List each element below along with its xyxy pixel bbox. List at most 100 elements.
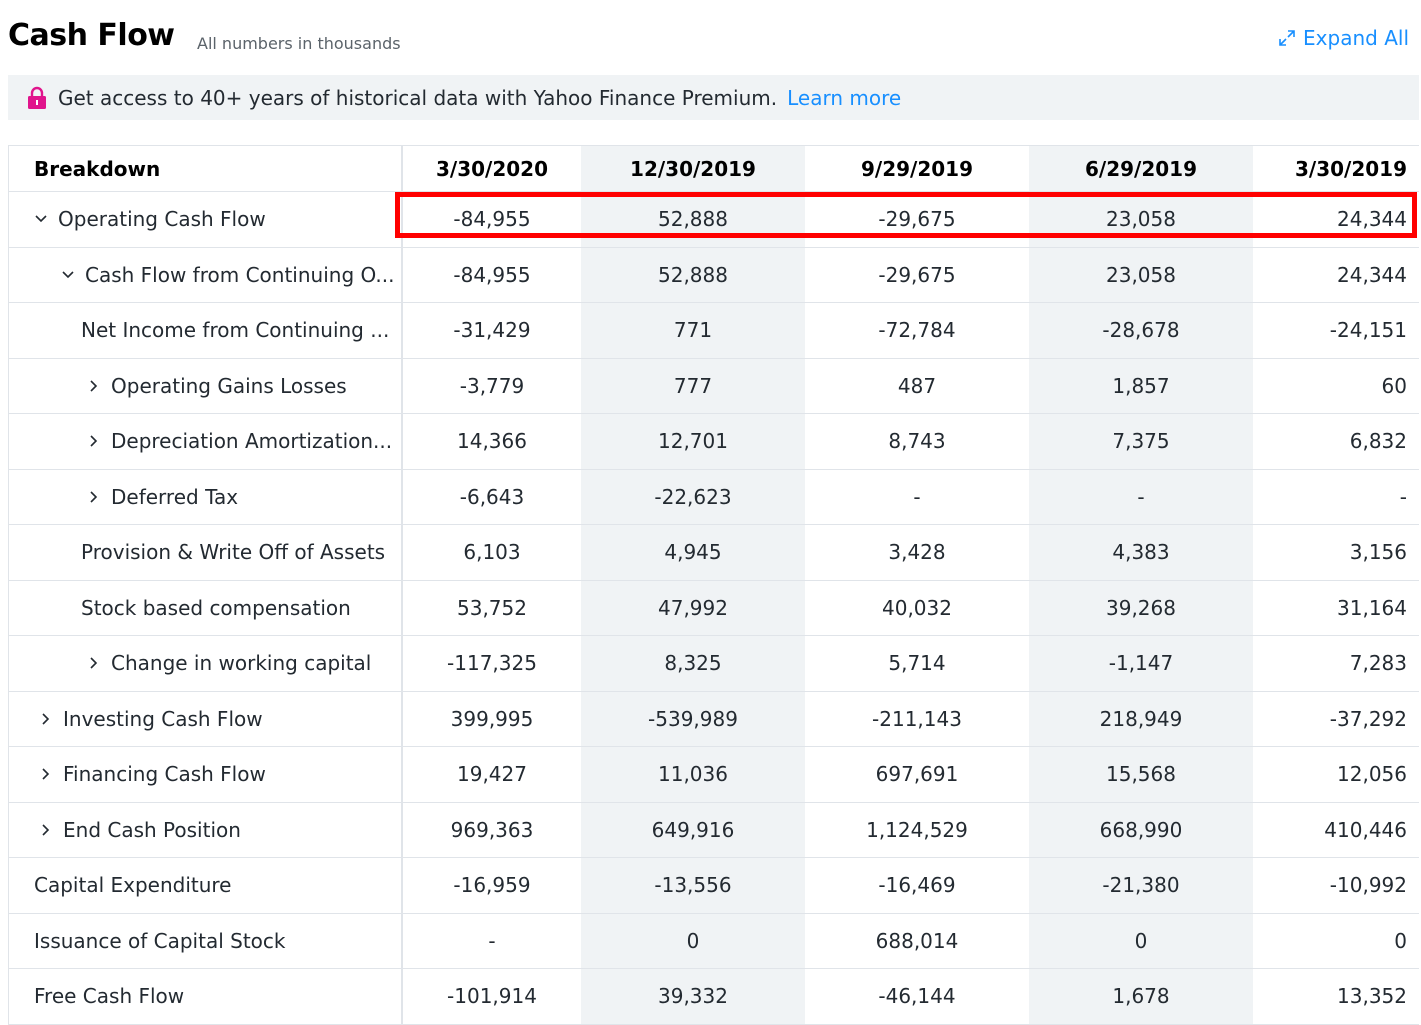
row-label: Financing Cash Flow bbox=[63, 762, 266, 787]
row-label-cell[interactable]: Cash Flow from Continuing O... bbox=[8, 247, 403, 302]
expand-all-button[interactable]: Expand All bbox=[1277, 26, 1409, 50]
chevron-right-icon[interactable] bbox=[87, 434, 101, 448]
row-label-cell[interactable]: Operating Gains Losses bbox=[8, 358, 403, 413]
row-label-cell[interactable]: Investing Cash Flow bbox=[8, 691, 403, 746]
chevron-right-icon[interactable] bbox=[87, 656, 101, 670]
value-cell: -16,959 bbox=[453, 873, 531, 898]
row-label-cell: Issuance of Capital Stock bbox=[8, 913, 403, 968]
table-row: Net Income from Continuing ... -31,429 7… bbox=[8, 303, 1419, 359]
value-cell: 0 bbox=[581, 913, 805, 968]
cash-flow-table: Breakdown 3/30/2020 12/30/2019 9/29/2019… bbox=[8, 145, 1419, 1025]
table-row: Cash Flow from Continuing O... -84,955 5… bbox=[8, 247, 1419, 303]
table-row: Change in working capital -117,325 8,325… bbox=[8, 636, 1419, 692]
table-row: Provision & Write Off of Assets 6,103 4,… bbox=[8, 525, 1419, 581]
row-label-cell[interactable]: End Cash Position bbox=[8, 802, 403, 857]
row-label: Free Cash Flow bbox=[34, 984, 185, 1009]
value-cell: - bbox=[488, 928, 496, 953]
value-cell: 1,124,529 bbox=[866, 817, 968, 842]
row-label-cell: Provision & Write Off of Assets bbox=[8, 525, 403, 580]
value-cell: 668,990 bbox=[1029, 802, 1253, 857]
table-row: Deferred Tax -6,643 -22,623 - - - bbox=[8, 469, 1419, 525]
table-row: Financing Cash Flow 19,427 11,036 697,69… bbox=[8, 747, 1419, 803]
value-cell: -3,779 bbox=[459, 373, 525, 398]
row-label: Provision & Write Off of Assets bbox=[81, 540, 386, 565]
value-cell: -211,143 bbox=[872, 706, 962, 731]
value-cell: 39,332 bbox=[581, 969, 805, 1024]
value-cell: 23,058 bbox=[1029, 192, 1253, 247]
value-cell: 771 bbox=[581, 303, 805, 358]
value-cell: -1,147 bbox=[1029, 636, 1253, 691]
value-cell: -29,675 bbox=[878, 207, 956, 232]
chevron-right-icon[interactable] bbox=[87, 379, 101, 393]
chevron-right-icon[interactable] bbox=[39, 823, 53, 837]
value-cell: -22,623 bbox=[581, 469, 805, 524]
value-cell: 24,344 bbox=[1337, 207, 1407, 232]
value-cell: 8,743 bbox=[888, 429, 946, 454]
row-label: Depreciation Amortization... bbox=[111, 429, 393, 454]
expand-all-label: Expand All bbox=[1303, 26, 1409, 50]
row-label-cell[interactable]: Deferred Tax bbox=[8, 469, 403, 524]
chevron-down-icon[interactable] bbox=[34, 212, 48, 226]
row-label-cell[interactable]: Change in working capital bbox=[8, 636, 403, 691]
expand-arrows-icon bbox=[1279, 30, 1295, 46]
row-label: Cash Flow from Continuing O... bbox=[85, 262, 395, 287]
value-cell: 7,375 bbox=[1029, 414, 1253, 469]
value-cell: -46,144 bbox=[878, 984, 956, 1009]
row-label-cell[interactable]: Operating Cash Flow bbox=[8, 192, 403, 247]
value-cell: -21,380 bbox=[1029, 858, 1253, 913]
chevron-right-icon[interactable] bbox=[87, 490, 101, 504]
value-cell: -13,556 bbox=[581, 858, 805, 913]
page-header: Cash Flow All numbers in thousands Expan… bbox=[0, 0, 1421, 72]
chevron-right-icon[interactable] bbox=[39, 712, 53, 726]
value-cell: 7,283 bbox=[1349, 651, 1407, 676]
table-row: End Cash Position 969,363 649,916 1,124,… bbox=[8, 802, 1419, 858]
column-header-date: 3/30/2019 bbox=[1294, 156, 1407, 181]
value-cell: 12,056 bbox=[1337, 762, 1407, 787]
value-cell: 969,363 bbox=[450, 817, 534, 842]
value-cell: 5,714 bbox=[888, 651, 946, 676]
value-cell: -24,151 bbox=[1329, 318, 1407, 343]
row-label: Deferred Tax bbox=[111, 484, 239, 509]
row-label: End Cash Position bbox=[63, 817, 241, 842]
row-label-cell: Net Income from Continuing ... bbox=[8, 303, 403, 358]
chevron-down-icon[interactable] bbox=[61, 268, 75, 282]
value-cell: 4,383 bbox=[1029, 525, 1253, 580]
row-label: Investing Cash Flow bbox=[63, 706, 263, 731]
value-cell: 24,344 bbox=[1337, 262, 1407, 287]
value-cell: -29,675 bbox=[878, 262, 956, 287]
chevron-right-icon[interactable] bbox=[39, 767, 53, 781]
value-cell: 23,058 bbox=[1029, 247, 1253, 302]
page-title: Cash Flow bbox=[8, 18, 175, 53]
value-cell: -6,643 bbox=[459, 484, 525, 509]
value-cell: -101,914 bbox=[447, 984, 537, 1009]
value-cell: 487 bbox=[897, 373, 937, 398]
value-cell: 6,832 bbox=[1349, 429, 1407, 454]
row-label-cell: Stock based compensation bbox=[8, 580, 403, 635]
value-cell: 218,949 bbox=[1029, 691, 1253, 746]
row-label-cell: Free Cash Flow bbox=[8, 969, 403, 1024]
value-cell: 3,428 bbox=[888, 540, 946, 565]
value-cell: 0 bbox=[1394, 928, 1407, 953]
value-cell: -84,955 bbox=[453, 262, 531, 287]
value-cell: 3,156 bbox=[1349, 540, 1407, 565]
row-label: Capital Expenditure bbox=[34, 873, 232, 898]
lock-icon bbox=[28, 86, 46, 109]
value-cell: 6,103 bbox=[463, 540, 521, 565]
premium-promo-banner: Get access to 40+ years of historical da… bbox=[8, 75, 1419, 120]
learn-more-link[interactable]: Learn more bbox=[787, 85, 902, 110]
value-cell: 40,032 bbox=[882, 595, 952, 620]
value-cell: 52,888 bbox=[581, 192, 805, 247]
value-cell: 47,992 bbox=[581, 580, 805, 635]
table-row: Operating Cash Flow -84,955 52,888 -29,6… bbox=[8, 192, 1419, 248]
value-cell: 399,995 bbox=[450, 706, 534, 731]
value-cell: 15,568 bbox=[1029, 747, 1253, 802]
column-header-date: 6/29/2019 bbox=[1029, 146, 1253, 191]
row-label-cell[interactable]: Depreciation Amortization... bbox=[8, 414, 403, 469]
value-cell: 12,701 bbox=[581, 414, 805, 469]
value-cell: -37,292 bbox=[1329, 706, 1407, 731]
column-header-date: 12/30/2019 bbox=[581, 146, 805, 191]
value-cell: 39,268 bbox=[1029, 580, 1253, 635]
value-cell: -10,992 bbox=[1329, 873, 1407, 898]
row-label-cell[interactable]: Financing Cash Flow bbox=[8, 747, 403, 802]
value-cell: 4,945 bbox=[581, 525, 805, 580]
